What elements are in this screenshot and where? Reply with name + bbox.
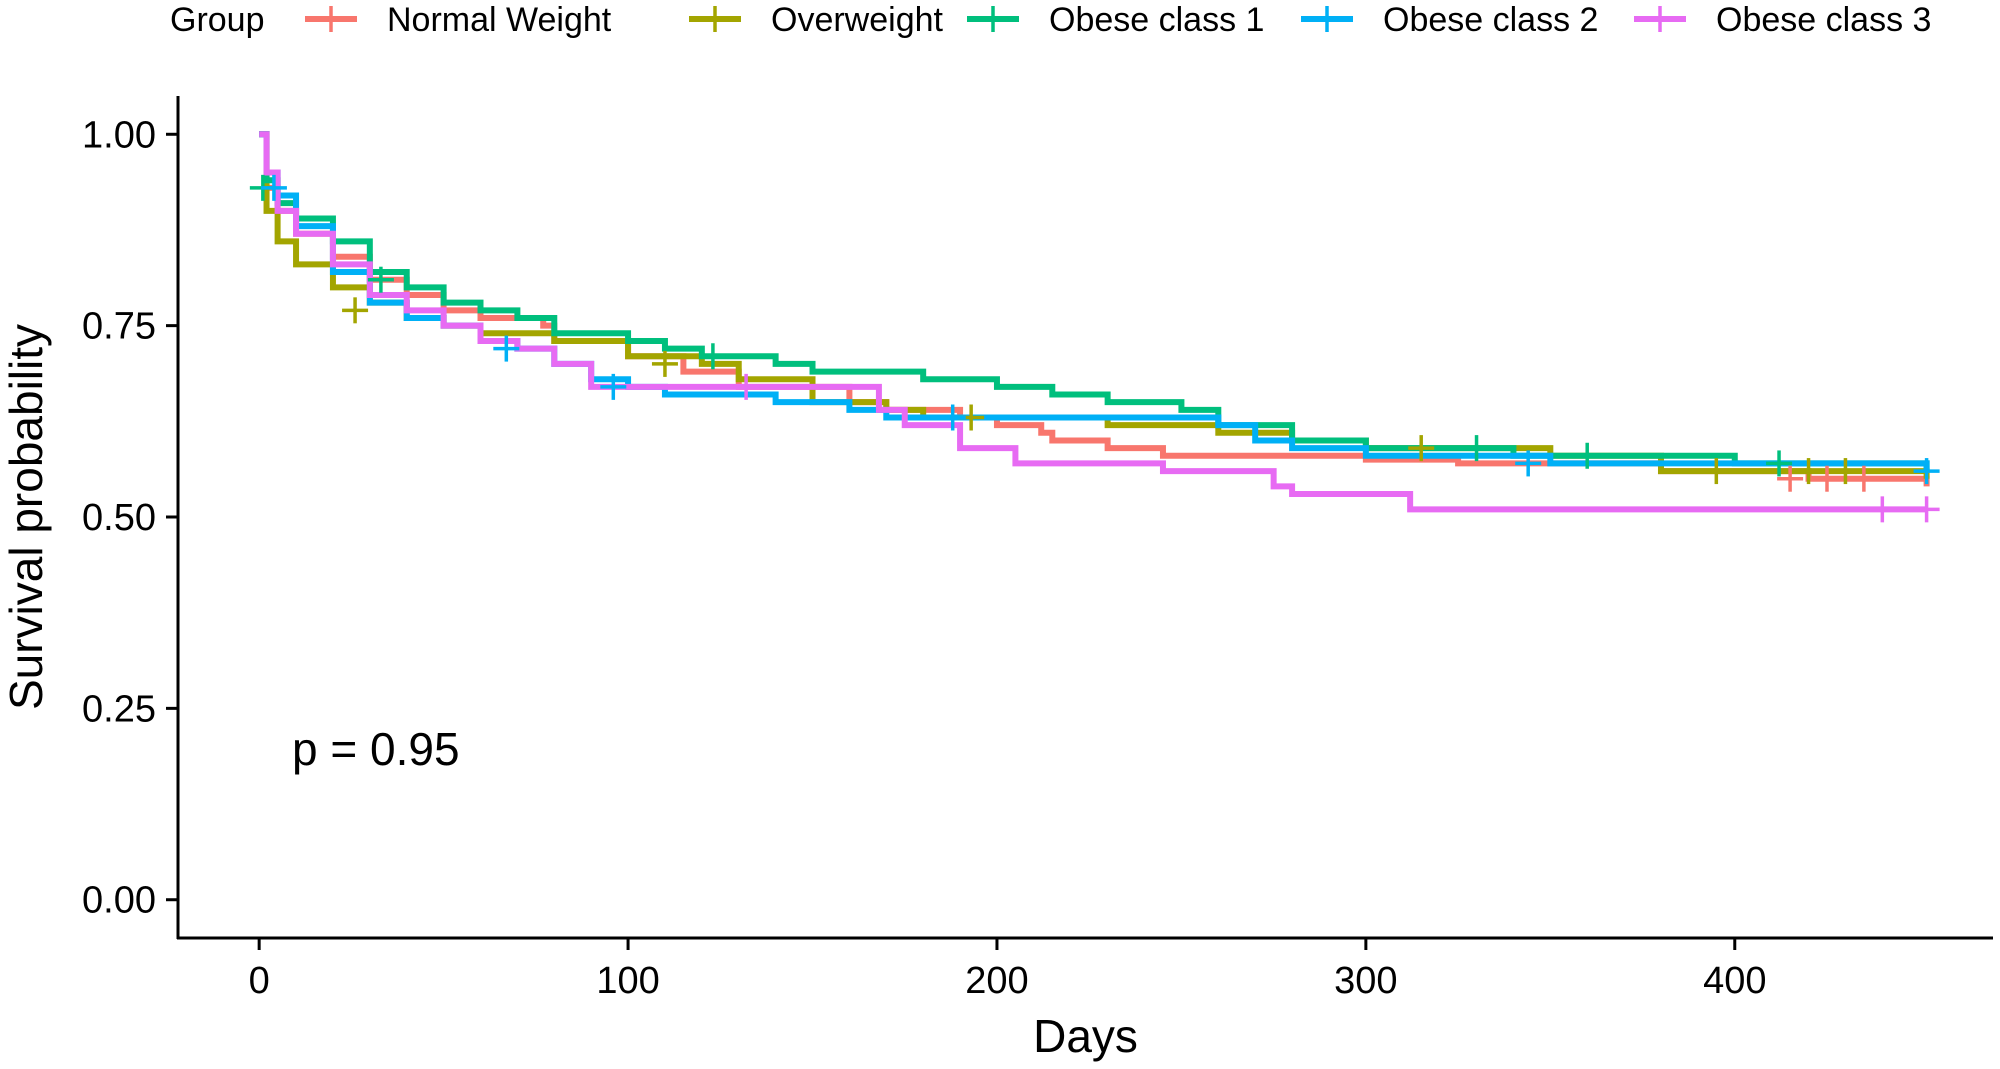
curve-obese-class-2 <box>259 131 1930 472</box>
censor-mark-obese-class-2 <box>939 404 966 431</box>
curve-obese-class-3 <box>259 131 1927 513</box>
x-tick-label: 0 <box>249 960 270 1002</box>
legend-item-normal-weight: Normal Weight <box>305 1 612 39</box>
censor-mark-obese-class-3 <box>1869 496 1896 523</box>
y-tick-label: 0.75 <box>82 306 156 348</box>
censor-mark-obese-class-2 <box>600 373 627 400</box>
censor-mark-obese-class-2 <box>1515 450 1542 477</box>
y-axis-title: Survival probability <box>0 324 52 710</box>
legend-title: Group <box>170 1 265 39</box>
y-axis-ticks: 0.00 0.25 0.50 0.75 1.00 <box>82 114 178 922</box>
curve-overweight <box>259 131 1930 479</box>
x-axis-ticks: 0 100 200 300 400 <box>249 938 1766 1002</box>
legend-label: Overweight <box>771 1 944 39</box>
legend: Group Normal Weight Overweight Obese class… <box>170 1 1931 39</box>
censor-mark-obese-class-1 <box>367 266 394 293</box>
legend-item-overweight: Overweight <box>689 1 944 39</box>
y-tick-label: 0.00 <box>82 880 156 922</box>
x-tick-label: 200 <box>965 960 1028 1002</box>
censor-mark-normal-weight <box>1813 465 1840 492</box>
y-tick-label: 0.50 <box>82 497 156 539</box>
censor-mark-obese-class-3 <box>733 373 760 400</box>
censor-mark-overweight <box>1408 435 1435 462</box>
curves <box>259 131 1930 513</box>
censor-mark-overweight <box>342 297 369 324</box>
x-tick-label: 400 <box>1703 960 1766 1002</box>
legend-item-obese-class-1: Obese class 1 <box>967 1 1264 39</box>
censor-mark-obese-class-1 <box>699 343 726 370</box>
censor-mark-obese-class-2 <box>493 335 520 362</box>
curve-obese-class-1 <box>259 131 1930 472</box>
p-value-annotation: p = 0.95 <box>292 723 460 775</box>
legend-label: Obese class 1 <box>1049 1 1264 39</box>
x-tick-label: 100 <box>596 960 659 1002</box>
censor-mark-overweight <box>651 350 678 377</box>
legend-label: Obese class 2 <box>1383 1 1598 39</box>
censor-mark-obese-class-1 <box>1574 442 1601 469</box>
censor-mark-obese-class-2 <box>260 174 287 201</box>
censor-mark-normal-weight <box>1777 465 1804 492</box>
censor-mark-normal-weight <box>1850 465 1877 492</box>
censor-mark-obese-class-1 <box>1766 450 1793 477</box>
censor-marks <box>249 174 1940 523</box>
legend-label: Normal Weight <box>387 1 612 39</box>
censor-mark-overweight <box>1703 458 1730 485</box>
legend-label: Obese class 3 <box>1716 1 1931 39</box>
censor-mark-obese-class-3 <box>1913 496 1940 523</box>
censor-mark-obese-class-2 <box>1913 458 1940 485</box>
censor-mark-overweight <box>1832 458 1859 485</box>
plot-area <box>249 131 1940 523</box>
legend-item-obese-class-2: Obese class 2 <box>1301 1 1598 39</box>
x-tick-label: 300 <box>1334 960 1397 1002</box>
y-tick-label: 1.00 <box>82 114 156 156</box>
legend-item-obese-class-3: Obese class 3 <box>1634 1 1931 39</box>
y-tick-label: 0.25 <box>82 688 156 730</box>
x-axis-title: Days <box>1033 1010 1138 1062</box>
censor-mark-overweight <box>1795 458 1822 485</box>
censor-mark-obese-class-1 <box>1463 435 1490 462</box>
